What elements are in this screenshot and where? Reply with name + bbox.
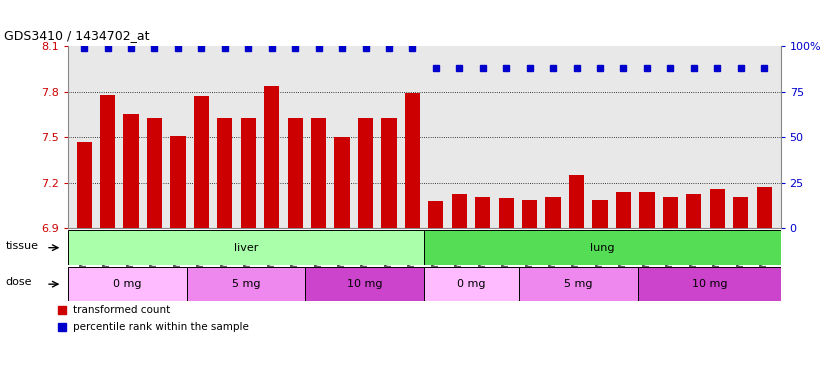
Text: lung: lung bbox=[590, 243, 615, 253]
Bar bbox=[592, 200, 608, 228]
Text: percentile rank within the sample: percentile rank within the sample bbox=[74, 322, 249, 333]
Bar bbox=[686, 194, 701, 228]
Bar bbox=[522, 200, 537, 228]
Text: 5 mg: 5 mg bbox=[564, 279, 593, 289]
Bar bbox=[311, 118, 326, 228]
Text: 0 mg: 0 mg bbox=[113, 279, 141, 289]
Bar bbox=[662, 197, 678, 228]
Bar bbox=[335, 137, 349, 228]
Text: liver: liver bbox=[234, 243, 259, 253]
Bar bbox=[264, 86, 279, 228]
Bar bbox=[639, 192, 654, 228]
Bar bbox=[425, 267, 520, 301]
Bar bbox=[757, 187, 771, 228]
Bar bbox=[428, 201, 444, 228]
Bar bbox=[123, 114, 139, 228]
Bar bbox=[405, 93, 420, 228]
Bar bbox=[425, 230, 781, 265]
Bar bbox=[194, 96, 209, 228]
Text: tissue: tissue bbox=[6, 241, 39, 251]
Bar bbox=[306, 267, 425, 301]
Text: GDS3410 / 1434702_at: GDS3410 / 1434702_at bbox=[3, 29, 149, 42]
Bar bbox=[287, 118, 303, 228]
Bar bbox=[475, 197, 491, 228]
Bar bbox=[499, 198, 514, 228]
Bar bbox=[545, 197, 561, 228]
Bar bbox=[616, 192, 631, 228]
Bar bbox=[382, 118, 396, 228]
Text: dose: dose bbox=[6, 277, 32, 288]
Bar bbox=[100, 95, 115, 228]
Bar bbox=[733, 197, 748, 228]
Bar bbox=[569, 175, 584, 228]
Bar bbox=[520, 267, 638, 301]
Bar bbox=[187, 267, 306, 301]
Bar bbox=[68, 230, 425, 265]
Bar bbox=[452, 194, 467, 228]
Bar bbox=[170, 136, 186, 228]
Bar bbox=[358, 118, 373, 228]
Bar bbox=[147, 118, 162, 228]
Bar bbox=[77, 142, 92, 228]
Text: 5 mg: 5 mg bbox=[231, 279, 260, 289]
Bar bbox=[638, 267, 781, 301]
Text: 10 mg: 10 mg bbox=[347, 279, 382, 289]
Text: 0 mg: 0 mg bbox=[458, 279, 486, 289]
Text: transformed count: transformed count bbox=[74, 305, 170, 315]
Bar bbox=[68, 267, 187, 301]
Bar bbox=[240, 118, 256, 228]
Bar bbox=[710, 189, 725, 228]
Text: 10 mg: 10 mg bbox=[691, 279, 727, 289]
Bar bbox=[217, 118, 232, 228]
